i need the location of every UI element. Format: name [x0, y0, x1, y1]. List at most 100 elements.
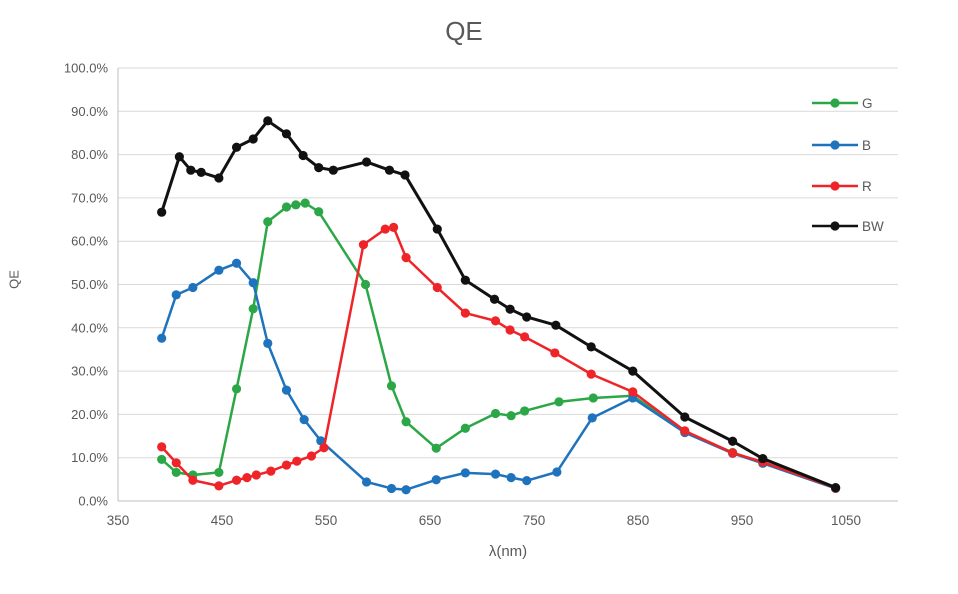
data-point-B [248, 278, 258, 288]
data-point-BW [298, 150, 308, 161]
data-point-BW [214, 173, 224, 183]
data-point-B [552, 467, 562, 477]
data-point-G [431, 443, 441, 453]
legend-item-B: B [812, 138, 871, 153]
y-tick-label: 60.0% [71, 234, 108, 249]
legend-label: G [862, 96, 873, 111]
y-tick-label: 20.0% [71, 407, 108, 422]
data-point-B [231, 258, 242, 268]
data-point-B [587, 413, 597, 423]
data-point-BW [328, 165, 338, 175]
data-point-R [432, 282, 442, 293]
data-point-G [401, 417, 411, 427]
x-tick-label: 350 [107, 513, 130, 528]
data-point-BW [831, 482, 841, 493]
data-point-G [157, 454, 167, 465]
data-point-R [292, 456, 302, 466]
data-point-G [506, 411, 516, 421]
data-point-R [242, 473, 252, 483]
data-point-R [490, 316, 501, 326]
data-point-R [214, 481, 224, 491]
data-point-R [380, 224, 390, 234]
legend-swatch-marker [830, 98, 840, 108]
data-point-BW [248, 134, 258, 144]
data-point-B [522, 476, 532, 486]
data-point-R [188, 475, 198, 485]
data-point-R [266, 466, 276, 476]
data-point-BW [186, 165, 196, 175]
data-point-R [401, 253, 411, 263]
data-point-BW [460, 275, 470, 285]
legend-swatch-marker [830, 181, 840, 191]
data-point-G [214, 467, 224, 478]
data-point-G [490, 408, 501, 419]
data-point-BW [263, 116, 273, 126]
legend-label: BW [862, 219, 884, 234]
data-point-BW [586, 342, 596, 352]
data-point-G [263, 217, 273, 227]
x-tick-label: 750 [523, 513, 546, 528]
data-point-B [490, 469, 501, 479]
data-point-R [728, 448, 738, 458]
legend-label: B [862, 138, 871, 153]
x-tick-label: 450 [211, 513, 234, 528]
data-point-B [214, 265, 224, 275]
data-point-B [171, 290, 181, 300]
data-point-G [520, 406, 530, 416]
data-point-G [360, 279, 371, 290]
series-B [157, 258, 841, 495]
data-point-R [251, 470, 261, 480]
data-point-R [460, 308, 470, 318]
legend-item-R: R [812, 179, 872, 194]
data-point-BW [281, 129, 292, 139]
data-point-B [263, 338, 273, 348]
data-point-BW [384, 165, 395, 175]
data-point-G [554, 397, 564, 407]
series-R [157, 222, 841, 493]
data-point-B [506, 473, 516, 483]
data-point-BW [432, 224, 442, 234]
data-point-G [300, 198, 310, 208]
legend-swatch-marker [830, 221, 840, 231]
data-point-BW [361, 157, 372, 167]
x-tick-label: 850 [627, 513, 650, 528]
legend-item-G: G [812, 96, 873, 111]
data-point-BW [728, 436, 738, 446]
y-tick-label: 70.0% [71, 190, 108, 205]
data-point-BW [489, 294, 500, 304]
data-point-R [157, 442, 167, 452]
data-point-BW [314, 162, 324, 173]
data-point-BW [400, 170, 410, 180]
data-point-R [358, 240, 369, 250]
data-point-B [281, 385, 292, 395]
x-tick-label: 550 [315, 513, 338, 528]
data-point-G [281, 202, 292, 212]
data-point-R [389, 222, 399, 232]
data-point-G [171, 467, 181, 478]
data-point-R [586, 369, 596, 379]
data-point-BW [505, 304, 515, 314]
data-point-B [401, 485, 411, 495]
x-tick-label: 950 [731, 513, 754, 528]
y-tick-label: 10.0% [71, 450, 108, 465]
data-point-BW [628, 366, 638, 376]
data-point-BW [231, 142, 242, 152]
data-point-BW [157, 207, 167, 217]
y-tick-label: 80.0% [71, 147, 108, 162]
chart-title: QE [445, 16, 483, 46]
data-point-R [306, 451, 317, 461]
data-point-B [157, 333, 167, 343]
series-BW [157, 116, 841, 493]
legend-label: R [862, 179, 872, 194]
data-point-R [171, 458, 181, 468]
data-point-B [299, 414, 309, 425]
data-point-B [431, 475, 441, 485]
data-point-R [520, 332, 530, 342]
data-point-R [319, 443, 329, 453]
y-tick-label: 50.0% [71, 277, 108, 292]
x-tick-label: 1050 [831, 513, 861, 528]
data-point-G [460, 423, 470, 433]
y-tick-label: 40.0% [71, 320, 108, 335]
series-G [157, 198, 841, 493]
data-point-G [588, 393, 598, 403]
